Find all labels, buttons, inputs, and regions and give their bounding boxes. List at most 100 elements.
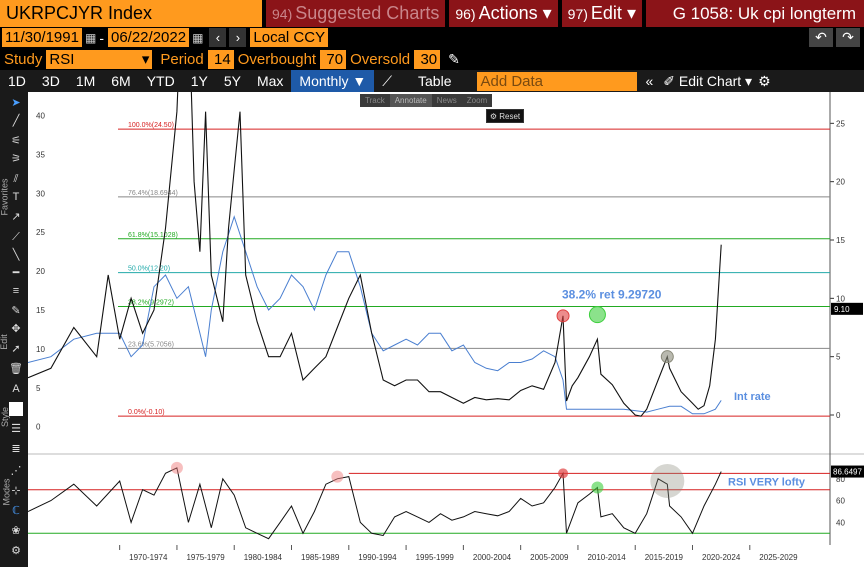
end-date-field[interactable]: 06/22/2022	[107, 28, 190, 47]
peak-marker	[660, 350, 674, 364]
overbought-shade	[170, 461, 183, 474]
currency-select[interactable]: Local CCY ▾	[250, 28, 329, 65]
date-bar: 11/30/1991 ▦ - 06/22/2022 ▦ ‹ › Local CC…	[0, 27, 864, 65]
x-axis-label: 2015-2019	[645, 553, 684, 562]
period-3d[interactable]: 3D	[41, 73, 60, 89]
period-ytd[interactable]: YTD	[146, 73, 175, 89]
rsi-axis-tick: 80	[836, 475, 845, 484]
x-axis-label: 2010-2014	[587, 553, 626, 562]
parallel-icon[interactable]: ≡	[12, 285, 20, 297]
line-width-icon[interactable]: ☰	[11, 423, 21, 435]
chevron-down-icon: ▾	[542, 3, 552, 23]
x-axis-bg	[28, 545, 830, 567]
study-bar: Study RSI ▾ Period 14 Overbought 70 Overs…	[0, 49, 864, 70]
link-icon[interactable]: ℂ	[12, 505, 20, 517]
mode-icon[interactable]: ⊹	[11, 485, 21, 497]
left-axis-tick: 20	[36, 267, 45, 276]
actions-button[interactable]: 96) Actions ▾	[449, 0, 558, 27]
zoom-button[interactable]: Zoom	[466, 96, 488, 105]
calendar-icon[interactable]: ▦	[84, 30, 97, 45]
pencil-icon[interactable]: ✎	[448, 51, 460, 67]
line-tool-icon[interactable]: ╱	[12, 115, 20, 127]
period-5y[interactable]: 5Y	[223, 73, 241, 89]
next-arrow-icon[interactable]: ›	[229, 28, 247, 47]
trend-icon[interactable]: ⟋	[12, 231, 20, 243]
oversold-input[interactable]: 30	[414, 50, 441, 69]
chevron-down-icon: ▾	[141, 51, 150, 68]
left-axis-tick: 30	[36, 189, 45, 198]
suggested-charts-button[interactable]: 94) Suggested Charts	[266, 0, 446, 27]
hline-icon[interactable]: ━	[12, 267, 20, 279]
wrench-icon: ✐	[663, 73, 676, 89]
fib-fan-icon[interactable]: ⚞	[11, 153, 21, 165]
table-button[interactable]: Table	[418, 73, 452, 89]
right-axis-tick: 0	[836, 411, 841, 420]
rsi-panel-bg	[28, 454, 830, 545]
rsi-series-line	[27, 467, 722, 540]
period-input[interactable]: 14	[207, 50, 234, 69]
redo-icon[interactable]: ↷	[836, 28, 860, 47]
cursor-icon[interactable]: ➤	[11, 97, 21, 109]
right-axis-tick: 25	[836, 119, 845, 128]
frequency-select[interactable]: Monthly ▼	[291, 70, 375, 92]
x-axis-label: 2020-2024	[702, 553, 741, 562]
text-tool-icon[interactable]: T	[12, 191, 20, 203]
reset-button[interactable]: ⚙ Reset	[486, 109, 524, 123]
select-icon[interactable]: ➚	[11, 343, 21, 355]
period-1m[interactable]: 1M	[75, 73, 96, 89]
date-separator: -	[99, 29, 104, 46]
prev-arrow-icon[interactable]: ‹	[209, 28, 227, 47]
collapse-icon[interactable]: «	[645, 73, 654, 89]
period-6m[interactable]: 6M	[111, 73, 131, 89]
rate-series-line	[27, 215, 722, 415]
fib-level-label: 50.0%(12.20)	[128, 266, 170, 273]
actions-label: Actions	[478, 3, 538, 23]
reset-label: Reset	[499, 112, 521, 121]
color-swatch[interactable]	[9, 402, 23, 416]
annotate-button[interactable]: Annotate	[389, 94, 432, 107]
rsi-peak-marker	[591, 481, 604, 494]
undo-icon[interactable]: ↶	[809, 28, 833, 47]
edit-side-label: Edit	[0, 334, 9, 350]
gear-icon[interactable]: ⚙	[758, 73, 771, 89]
edit-menu-button[interactable]: 97) Edit ▾	[561, 0, 642, 27]
trash-icon[interactable]: 🗑	[9, 363, 23, 375]
brush-icon[interactable]: ✎	[11, 305, 21, 317]
add-data-input[interactable]: Add Data	[477, 71, 638, 91]
chevron-down-icon: ▾	[626, 3, 636, 23]
news-button[interactable]: News	[436, 96, 457, 105]
arrow-tool-icon[interactable]: ↗	[11, 211, 21, 223]
channel-icon[interactable]: ⫽	[13, 173, 19, 185]
line-style-icon[interactable]: ≣	[11, 443, 21, 455]
x-axis-label: 2025-2029	[759, 553, 798, 562]
period-1d[interactable]: 1D	[8, 73, 26, 89]
left-axis-tick: 5	[36, 384, 41, 393]
line-chart-icon[interactable]: ⟋	[382, 73, 393, 89]
period-1y[interactable]: 1Y	[190, 73, 208, 89]
favorites-side-label: Favorites	[0, 178, 10, 216]
track-button[interactable]: Track	[365, 96, 385, 105]
fib-level-label: 61.8%(15.1028)	[128, 232, 178, 239]
palette-icon[interactable]: ❀	[11, 525, 21, 537]
frequency-value: Monthly	[299, 73, 349, 89]
calendar-icon[interactable]: ▦	[192, 30, 204, 45]
overbought-input[interactable]: 70	[320, 50, 347, 69]
period-max[interactable]: Max	[256, 73, 284, 89]
crosshair-icon[interactable]: ⋰	[10, 465, 22, 477]
pen-icon[interactable]: ╲	[12, 249, 20, 261]
move-icon[interactable]: ✥	[11, 323, 21, 335]
fib-icon[interactable]: ⚟	[11, 135, 21, 147]
ticker-field[interactable]: UKRPCJYR Index	[0, 0, 262, 27]
suggested-label: Suggested Charts	[295, 3, 440, 23]
study-select[interactable]: RSI ▾	[46, 50, 153, 69]
rsi-peak-marker	[650, 463, 685, 498]
font-icon[interactable]: A	[12, 383, 20, 395]
start-date-field[interactable]: 11/30/1991	[2, 28, 82, 47]
fib-level-label: 76.4%(18.6944)	[128, 190, 178, 197]
left-axis-tick: 35	[36, 150, 45, 159]
settings-icon[interactable]: ⚙	[11, 545, 21, 557]
edit-chart-button[interactable]: ✐ Edit Chart ▾	[661, 70, 754, 92]
right-axis-tick: 20	[836, 178, 845, 187]
